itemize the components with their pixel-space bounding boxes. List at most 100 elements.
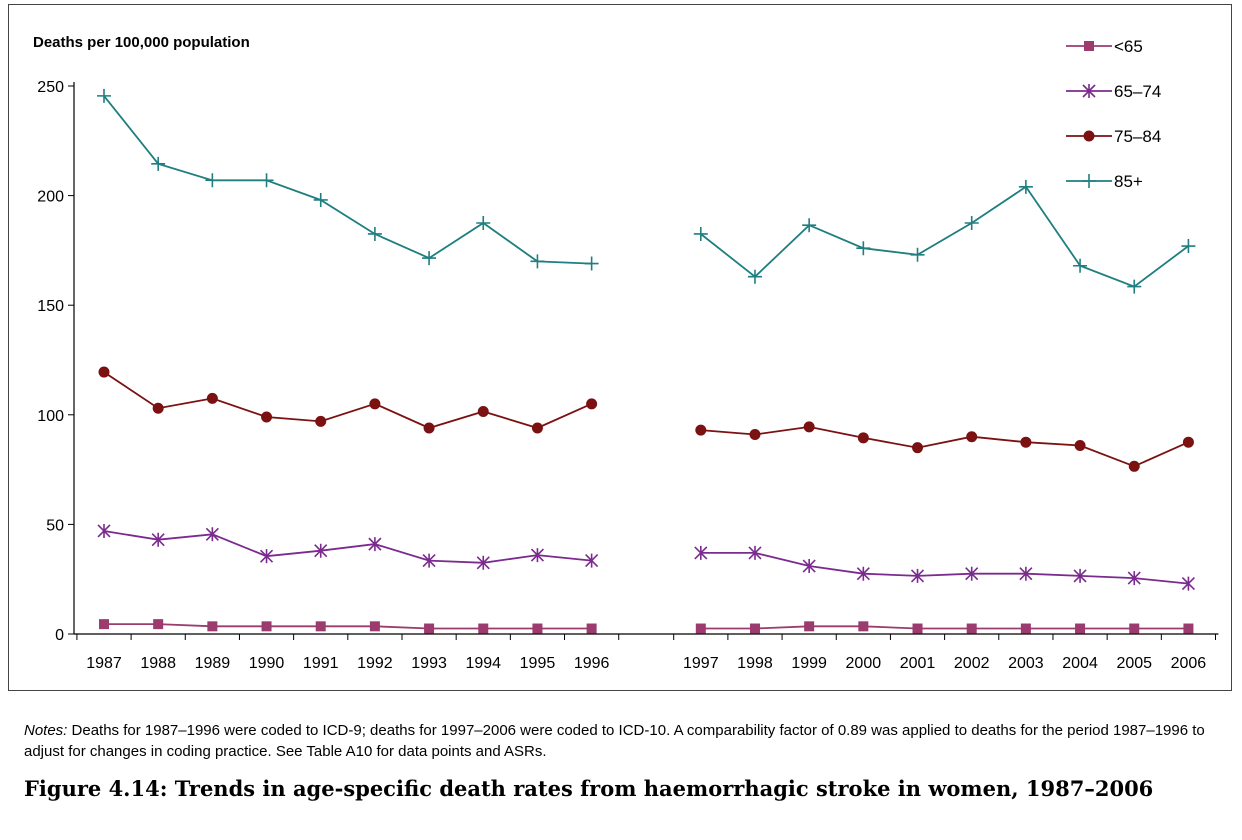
chart-frame [8,4,1232,691]
series-3 [98,366,1194,472]
legend-marker [1082,174,1096,188]
data-point [259,549,274,564]
data-point [313,192,328,207]
x-tick-label: 1997 [683,655,719,672]
data-point [315,415,327,427]
data-point [206,392,218,404]
legend-marker [1083,130,1095,142]
data-point [1183,623,1194,634]
data-point [695,623,706,634]
data-point [694,545,708,560]
data-point [966,623,977,634]
data-point [1182,436,1194,448]
data-point [586,623,597,634]
legend-item: 85+ [1066,172,1143,191]
legend: <65 65–74 75–84 85+ [1066,37,1161,191]
series-layer [97,88,1196,634]
x-tick-label: 1993 [411,655,447,672]
series-line [700,185,1189,288]
data-point [912,623,923,634]
x-tick-label: 1994 [465,655,501,672]
data-point [1018,179,1033,194]
data-point [964,216,979,230]
data-point [99,619,109,630]
figure-caption: Figure 4.14: Trends in age-specific deat… [24,776,1154,801]
data-point [1127,571,1141,586]
data-point [858,621,869,632]
data-point [584,256,599,271]
data-point [205,527,219,542]
x-tick-label: 1987 [86,655,122,672]
chart: Deaths per 100,000 population 0 50 100 150 2… [33,34,1219,672]
y-axis-label: Deaths per 100,000 population [33,34,250,51]
x-tick-label: 1996 [574,655,610,672]
data-point [422,251,437,266]
data-point [261,411,273,423]
data-point [315,621,326,632]
data-point [369,398,381,410]
x-tick-label: 1988 [140,655,176,672]
legend-item: 75–84 [1066,127,1161,146]
data-point [476,555,490,570]
data-point [477,406,489,418]
series-line [104,623,592,630]
x-tick-label: 2005 [1116,655,1152,672]
data-point [259,173,274,188]
data-point [207,621,218,632]
data-point [1128,460,1140,472]
series-line [700,625,1189,630]
data-point [152,402,164,414]
notes: Notes: Deaths for 1987–1996 were coded t… [24,720,1224,762]
data-point [802,218,817,233]
data-point [856,241,871,256]
x-tick-label: 2006 [1171,655,1207,672]
data-point [803,421,815,433]
data-point [531,422,543,434]
data-point [368,537,382,552]
x-tick-label: 2003 [1008,655,1044,672]
data-point [1019,566,1033,581]
x-tick-label: 1995 [520,655,556,672]
notes-text: Deaths for 1987–1996 were coded to ICD-9… [24,722,1205,760]
data-point [749,623,760,634]
data-point [693,226,708,241]
data-point [205,173,220,188]
data-point [98,366,110,378]
legend-label: 85+ [1114,172,1143,191]
x-tick-label: 1990 [249,655,285,672]
data-point [424,623,435,634]
data-point [97,523,111,538]
x-tick-label: 2001 [900,655,936,672]
data-point [747,269,762,284]
data-point [530,254,545,269]
x-tick-label: 1991 [303,655,339,672]
data-point [1020,436,1032,448]
data-point [151,532,165,547]
data-point [1073,568,1087,583]
data-point [261,621,272,632]
data-point [748,545,762,560]
y-tick-label: 200 [37,189,64,206]
data-point [966,431,978,443]
series-2 [97,523,1195,591]
data-point [1074,439,1086,451]
data-point [151,156,166,171]
y-tick-label: 0 [55,627,64,644]
data-point [1075,623,1086,634]
data-point [857,432,869,444]
data-point [422,553,436,568]
x-tick-label: 2000 [846,655,882,672]
y-tick-label: 50 [46,517,64,534]
legend-label: 75–84 [1114,127,1161,146]
data-point [802,559,816,574]
legend-item: 65–74 [1066,82,1161,101]
data-point [856,566,870,581]
data-point [367,226,382,241]
data-point [478,623,489,634]
series-line [700,425,1189,468]
legend-marker [1082,84,1096,98]
y-tick-label: 150 [37,298,64,315]
data-point [476,216,491,230]
data-point [97,88,111,103]
data-point [530,548,545,563]
